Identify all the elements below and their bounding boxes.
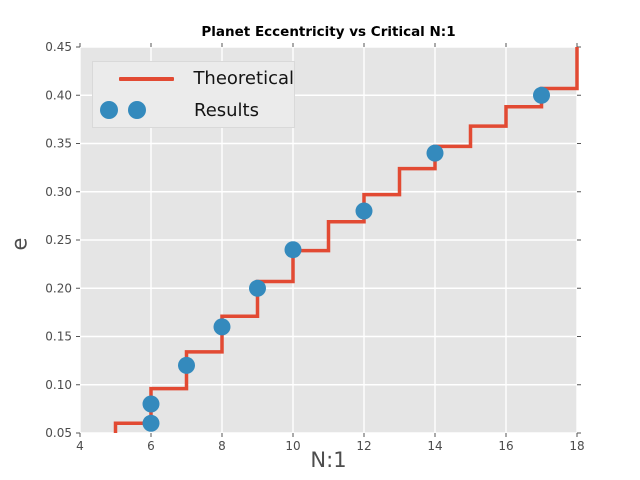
result-point: [142, 414, 160, 432]
result-point: [533, 86, 550, 104]
legend-entry-theoretical: Theoretical: [93, 64, 294, 94]
legend-entry-results: Results: [93, 95, 294, 125]
legend-label-results: Results: [194, 99, 259, 121]
result-point: [355, 202, 373, 220]
x-tick-label: 8: [218, 439, 226, 453]
result-point: [213, 318, 231, 336]
x-tick-label: 16: [498, 439, 513, 453]
x-tick-label: 10: [285, 439, 300, 453]
y-tick-label: 0.15: [45, 330, 72, 344]
chart-title: Planet Eccentricity vs Critical N:1: [201, 24, 456, 40]
results-dot-icon: [128, 101, 146, 120]
result-point: [426, 144, 444, 162]
x-tick-label: 18: [569, 439, 584, 453]
result-point: [249, 279, 266, 297]
y-tick-label: 0.30: [45, 185, 72, 199]
y-axis-label: e: [7, 237, 32, 251]
result-point: [142, 395, 160, 413]
y-tick-label: 0.45: [45, 40, 72, 54]
x-axis-label: N:1: [310, 448, 347, 472]
x-tick-label: 12: [356, 439, 371, 453]
legend-swatch-dots: [93, 101, 194, 120]
y-tick-label: 0.25: [45, 233, 72, 247]
results-dot-icon: [100, 101, 118, 120]
legend: Theoretical Results: [92, 61, 295, 128]
y-tick-label: 0.35: [45, 137, 72, 151]
theoretical-line-icon: [119, 76, 174, 81]
x-tick-label: 14: [427, 439, 442, 453]
y-tick-label: 0.20: [45, 281, 72, 295]
legend-swatch-line: [93, 76, 193, 81]
x-tick-label: 4: [76, 439, 84, 453]
y-tick-label: 0.05: [45, 426, 72, 440]
legend-label-theoretical: Theoretical: [193, 68, 294, 90]
y-tick-label: 0.40: [45, 88, 72, 102]
result-point: [178, 356, 195, 374]
result-point: [284, 241, 302, 259]
x-tick-label: 6: [147, 439, 155, 453]
y-tick-label: 0.10: [45, 378, 72, 392]
